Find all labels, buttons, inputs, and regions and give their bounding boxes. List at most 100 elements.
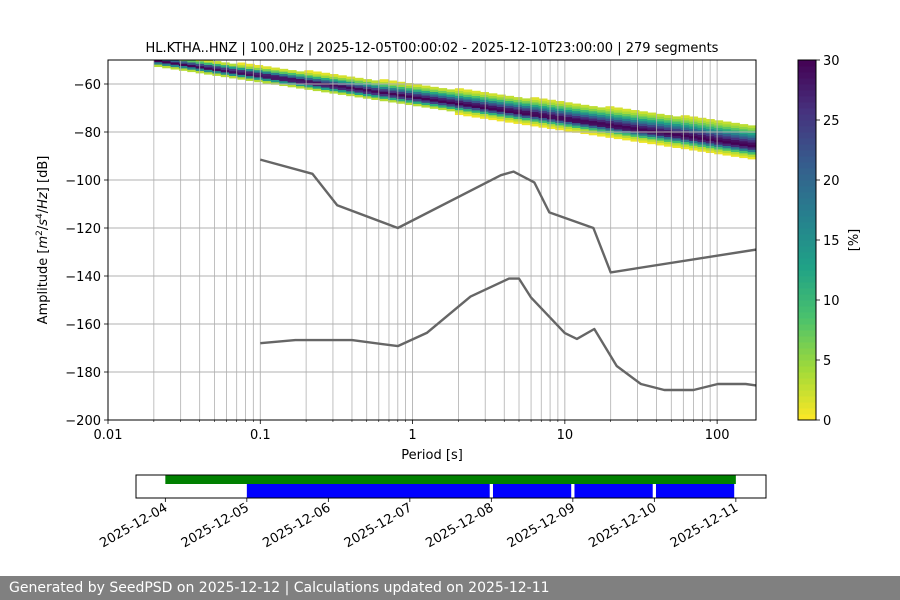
heatmap-cell <box>680 122 690 126</box>
heatmap-cell <box>454 105 464 108</box>
data-availability-bar <box>165 475 736 484</box>
colorbar-swatch <box>798 114 816 121</box>
heatmap-cell <box>697 127 707 131</box>
series-line-nlnm <box>260 277 756 392</box>
colorbar-swatch <box>798 108 816 115</box>
heatmap-cell <box>496 118 506 122</box>
heatmap-cell <box>396 100 406 104</box>
heatmap-cell <box>312 85 322 89</box>
colorbar-tick-label: 15 <box>823 234 840 249</box>
heatmap-cell <box>312 83 322 87</box>
x-tick-label: 0.01 <box>94 428 123 443</box>
heatmap-cell <box>555 125 565 128</box>
heatmap-cell <box>605 118 615 122</box>
colorbar-swatch <box>798 270 816 277</box>
heatmap-cell <box>396 88 406 92</box>
colorbar-label: [%] <box>847 229 862 252</box>
heatmap-cell <box>404 85 414 89</box>
heatmap-cell <box>613 112 623 116</box>
heatmap-cell <box>446 101 456 105</box>
heatmap-cell <box>388 80 397 84</box>
heatmap-cell <box>638 132 648 136</box>
heatmap-cell <box>270 81 280 85</box>
heatmap-cell <box>680 127 690 131</box>
heatmap-cell <box>463 111 473 114</box>
heatmap-cell <box>346 86 356 89</box>
heatmap-cell <box>622 123 632 126</box>
heatmap-cell <box>496 108 506 112</box>
heatmap-cell <box>530 121 540 125</box>
heatmap-cell <box>580 126 590 130</box>
heatmap-cell <box>672 118 682 122</box>
heatmap-cell <box>697 146 707 150</box>
heatmap-cell <box>237 67 247 71</box>
heatmap-cell <box>312 76 322 80</box>
colorbar-swatch <box>798 180 816 187</box>
heatmap-cell <box>630 138 640 142</box>
heatmap-cell <box>664 129 673 133</box>
heatmap-cell <box>722 128 732 132</box>
heatmap-cell <box>262 66 272 70</box>
heatmap-cell <box>613 126 623 130</box>
heatmap-cell <box>697 141 707 145</box>
heatmap-cell <box>346 81 356 85</box>
heatmap-cell <box>572 122 581 126</box>
heatmap-cell <box>262 78 272 82</box>
heatmap-cell <box>605 108 615 112</box>
colorbar-swatch <box>798 78 816 85</box>
colorbar-swatch <box>798 354 816 361</box>
heatmap-cell <box>496 116 506 119</box>
heatmap-cell <box>413 86 423 90</box>
psd-segment-bar <box>492 484 572 498</box>
colorbar-swatch <box>798 276 816 283</box>
heatmap-cell <box>530 102 540 105</box>
heatmap-cell <box>421 95 431 98</box>
heatmap-cell <box>245 75 255 79</box>
heatmap-cell <box>680 139 690 143</box>
heatmap-cell <box>664 119 673 123</box>
heatmap-cell <box>421 87 431 91</box>
heatmap-cell <box>337 80 347 83</box>
heatmap-cell <box>480 96 489 100</box>
heatmap-cell <box>346 93 356 97</box>
heatmap-cell <box>471 112 481 116</box>
heatmap-cell <box>187 62 197 65</box>
psd-segment-bar <box>655 484 735 498</box>
heatmap-cell <box>588 115 598 119</box>
heatmap-cell <box>254 67 264 71</box>
heatmap-cell <box>287 70 297 73</box>
heatmap-cell <box>680 141 690 145</box>
heatmap-cell <box>605 106 615 110</box>
heatmap-cell <box>730 146 740 150</box>
heatmap-cell <box>655 121 665 124</box>
heatmap-cell <box>722 133 732 137</box>
heatmap-cell <box>505 98 515 102</box>
heatmap-cell <box>270 79 280 83</box>
x-tick-label: 100 <box>705 428 730 443</box>
heatmap-cell <box>245 73 255 77</box>
heatmap-cell <box>329 78 339 82</box>
heatmap-cell <box>496 106 506 110</box>
heatmap-cell <box>463 99 473 102</box>
heatmap-cell <box>471 93 481 96</box>
heatmap-cell <box>747 134 756 138</box>
heatmap-cell <box>730 142 740 145</box>
heatmap-cell <box>204 62 213 66</box>
heatmap-cell <box>429 96 439 100</box>
heatmap-cell <box>454 100 464 104</box>
heatmap-cell <box>354 85 364 88</box>
heatmap-cell <box>521 110 531 114</box>
heatmap-cell <box>714 132 724 136</box>
heatmap-cell <box>747 139 756 143</box>
heatmap-cell <box>546 99 556 103</box>
colorbar-swatch <box>798 312 816 319</box>
heatmap-cell <box>530 118 540 122</box>
heatmap-cell <box>178 60 188 64</box>
heatmap-cell <box>471 100 481 104</box>
heatmap-cell <box>362 91 372 94</box>
colorbar-tick-label: 25 <box>823 114 840 129</box>
heatmap-cell <box>530 111 540 115</box>
heatmap-cell <box>730 154 740 157</box>
heatmap-cell <box>605 111 615 114</box>
heatmap-cell <box>538 100 548 104</box>
